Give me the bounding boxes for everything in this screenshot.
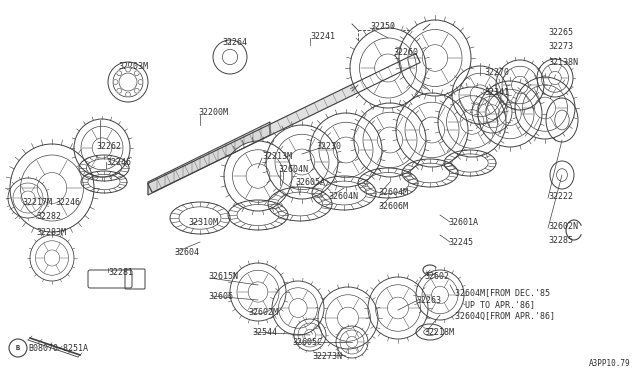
Text: 32604: 32604	[174, 248, 199, 257]
Text: 32200M: 32200M	[198, 108, 228, 117]
Text: 32270: 32270	[484, 68, 509, 77]
Ellipse shape	[224, 141, 292, 211]
Ellipse shape	[350, 28, 426, 108]
Text: 32606M: 32606M	[378, 202, 408, 211]
Text: 32604Q[FROM APR.'86]: 32604Q[FROM APR.'86]	[455, 312, 555, 321]
Circle shape	[117, 89, 122, 93]
Ellipse shape	[310, 113, 382, 187]
Circle shape	[134, 71, 139, 76]
Text: 32602N: 32602N	[548, 222, 578, 231]
Text: 32604N: 32604N	[278, 165, 308, 174]
Text: 32230: 32230	[316, 142, 341, 151]
Ellipse shape	[496, 60, 544, 110]
Text: 32245: 32245	[448, 238, 473, 247]
Circle shape	[117, 71, 122, 76]
Text: 32282: 32282	[36, 212, 61, 221]
Ellipse shape	[550, 161, 574, 189]
Ellipse shape	[515, 77, 575, 139]
Text: B: B	[16, 345, 20, 351]
Text: 32341: 32341	[484, 88, 509, 97]
Ellipse shape	[399, 20, 471, 96]
Ellipse shape	[438, 87, 506, 157]
Text: 32264: 32264	[222, 38, 247, 47]
Ellipse shape	[74, 119, 130, 177]
Ellipse shape	[213, 40, 247, 74]
Ellipse shape	[30, 235, 74, 281]
Circle shape	[113, 80, 118, 84]
Circle shape	[134, 89, 139, 93]
Text: 32604N: 32604N	[328, 192, 358, 201]
Text: 32602M: 32602M	[248, 308, 278, 317]
Text: 32283M: 32283M	[36, 228, 66, 237]
Text: 32263: 32263	[416, 296, 441, 305]
Ellipse shape	[546, 98, 578, 142]
Text: 32544: 32544	[252, 328, 277, 337]
Text: 32222: 32222	[548, 192, 573, 201]
Ellipse shape	[318, 287, 378, 349]
Text: 32604M: 32604M	[378, 188, 408, 197]
Text: 32601A: 32601A	[448, 218, 478, 227]
Text: 32604M[FROM DEC.'85: 32604M[FROM DEC.'85	[455, 288, 550, 297]
Text: 32606: 32606	[208, 292, 233, 301]
Ellipse shape	[452, 66, 508, 124]
Text: 32241: 32241	[310, 32, 335, 41]
Text: 32310M: 32310M	[188, 218, 218, 227]
Ellipse shape	[230, 263, 286, 321]
Text: 32605C: 32605C	[292, 338, 322, 347]
Ellipse shape	[266, 125, 338, 199]
Ellipse shape	[294, 319, 326, 351]
Ellipse shape	[354, 103, 426, 177]
Text: B08070-8251A: B08070-8251A	[28, 344, 88, 353]
Text: 32138N: 32138N	[548, 58, 578, 67]
Text: 32213M: 32213M	[262, 152, 292, 161]
Text: 32250: 32250	[370, 22, 395, 31]
Text: 32217M: 32217M	[22, 198, 52, 207]
Text: 32246: 32246	[55, 198, 80, 207]
Text: 32262: 32262	[96, 142, 121, 151]
Text: 32203M: 32203M	[118, 62, 148, 71]
Text: 32273N: 32273N	[312, 352, 342, 361]
Ellipse shape	[10, 144, 94, 232]
Text: 32615N: 32615N	[208, 272, 238, 281]
Ellipse shape	[478, 81, 542, 147]
Circle shape	[138, 80, 143, 84]
Ellipse shape	[108, 62, 148, 102]
Text: 32265: 32265	[548, 28, 573, 37]
Text: 32273: 32273	[548, 42, 573, 51]
Text: 32246: 32246	[106, 158, 131, 167]
Text: A3PP10.79: A3PP10.79	[588, 359, 630, 368]
Circle shape	[125, 67, 131, 72]
Ellipse shape	[336, 326, 368, 358]
Text: 32281: 32281	[108, 268, 133, 277]
Ellipse shape	[416, 270, 464, 320]
Text: UP TO APR.'86]: UP TO APR.'86]	[455, 300, 535, 309]
Text: 32260: 32260	[393, 48, 418, 57]
Ellipse shape	[8, 178, 48, 218]
Ellipse shape	[537, 59, 573, 97]
Text: 32218M: 32218M	[424, 328, 454, 337]
Ellipse shape	[272, 281, 324, 335]
Ellipse shape	[368, 277, 428, 339]
Polygon shape	[148, 54, 420, 192]
Text: 32602: 32602	[424, 272, 449, 281]
Ellipse shape	[472, 91, 512, 133]
Circle shape	[125, 92, 131, 97]
Text: 32285: 32285	[548, 236, 573, 245]
Polygon shape	[148, 122, 270, 195]
Ellipse shape	[416, 324, 444, 340]
Ellipse shape	[396, 93, 468, 167]
Text: 32605A: 32605A	[295, 178, 325, 187]
